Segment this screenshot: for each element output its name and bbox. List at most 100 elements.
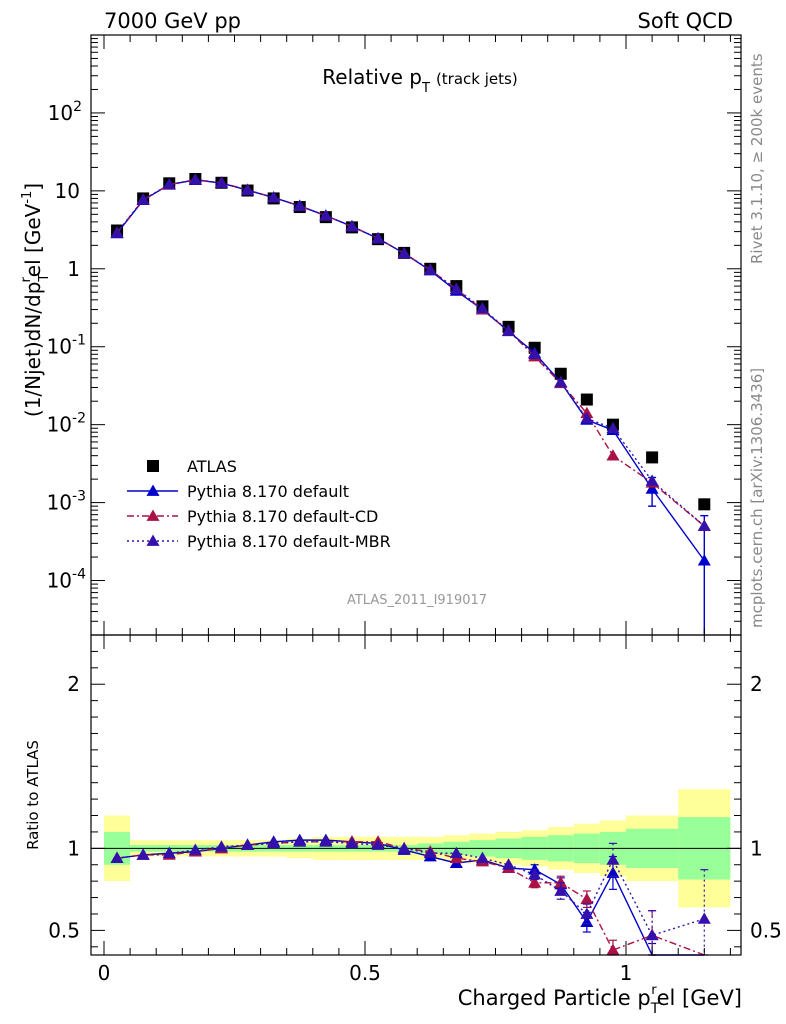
mc-point <box>136 193 150 205</box>
main-ylabel: (1/Njet)dN/dpTrel [GeV-1] <box>19 183 52 417</box>
ratio-point <box>606 853 620 865</box>
ratio-point <box>162 846 176 859</box>
header-left: 7000 GeV pp <box>104 9 241 33</box>
main-y-tick-label: 10-3 <box>47 489 86 515</box>
atlas-point <box>698 498 711 511</box>
main-plot-area <box>110 172 711 635</box>
ratio-point <box>606 943 620 955</box>
ratio-point <box>580 907 594 919</box>
main-y-tick-exp: -2 <box>72 411 86 427</box>
plot-title-suffix: (track jets) <box>436 70 518 88</box>
mc-point <box>554 375 568 388</box>
legend-label: Pythia 8.170 default <box>187 482 349 501</box>
mc-point <box>606 421 620 434</box>
ratio-point <box>502 858 516 870</box>
ratio-series-pythia-8-170-default-mbr <box>110 835 711 956</box>
ratio-y-tick-label: 2 <box>67 672 80 696</box>
ratio-point <box>214 840 228 852</box>
xlabel-sub: T <box>650 1001 660 1017</box>
ratio-y-tick-label: 0.5 <box>48 918 80 942</box>
mc-point <box>697 554 711 566</box>
ratio-point <box>136 848 150 860</box>
ylabel-sup-r: r <box>19 277 34 283</box>
main-y-tick-base: 10 <box>48 101 73 125</box>
mc-point <box>423 263 437 276</box>
atlas-point <box>646 451 659 464</box>
ratio-y-tick-label-right: 2 <box>750 672 763 696</box>
ratio-point <box>345 836 359 849</box>
atlas-point <box>580 393 593 406</box>
mc-point <box>502 324 516 336</box>
mc-point <box>110 226 124 238</box>
series-line <box>116 179 705 562</box>
legend-marker <box>146 534 160 546</box>
mc-point <box>319 209 333 221</box>
main-y-tick-label: 10-4 <box>47 567 87 593</box>
main-y-tick-exp: -4 <box>72 567 86 583</box>
ylabel-sup: -1 <box>20 191 35 204</box>
main-y-tick-label: 10-2 <box>47 411 86 437</box>
ratio-ylabel: Ratio to ATLAS <box>24 740 42 850</box>
header-right: Soft QCD <box>638 9 733 33</box>
main-y-tick-exp: -1 <box>72 333 86 349</box>
ratio-point <box>110 851 124 864</box>
x-tick-label: 1 <box>620 961 633 985</box>
analysis-watermark: ATLAS_2011_I919017 <box>347 593 487 608</box>
mc-point <box>162 177 176 190</box>
main-y-tick-label: 10-1 <box>47 333 86 359</box>
mc-point <box>475 301 489 314</box>
main-y-tick-base: 10 <box>47 569 72 593</box>
mc-point <box>293 199 307 211</box>
ratio-point <box>267 836 281 849</box>
ratio-line <box>116 841 705 956</box>
ratio-point <box>449 846 463 859</box>
ratio-point <box>554 884 568 896</box>
ratio-point <box>554 876 568 888</box>
main-y-tick-base: 10 <box>47 335 72 359</box>
ratio-point <box>475 851 489 864</box>
ratio-point <box>188 843 202 855</box>
legend-marker <box>146 509 160 521</box>
mc-point <box>345 219 359 232</box>
rivet-label: Rivet 3.1.10, ≥ 200k events <box>748 53 766 264</box>
main-y-tick-exp: -3 <box>72 489 86 505</box>
ratio-point <box>606 866 620 878</box>
mc-point <box>449 282 463 294</box>
mc-point <box>697 519 711 531</box>
main-y-tick-base: 10 <box>47 413 72 437</box>
ylabel-c: ] <box>21 183 45 191</box>
ratio-plot-area <box>91 789 741 956</box>
main-y-tick-base: 1 <box>67 257 80 281</box>
plot-title: Relative pT (track jets) <box>322 65 517 96</box>
legend-label: Pythia 8.170 default-MBR <box>187 532 391 551</box>
mc-point <box>267 191 281 203</box>
ylabel-sub: T <box>37 274 52 283</box>
ratio-y-tick-label-right: 1 <box>750 836 763 860</box>
mc-point <box>214 176 228 188</box>
ratio-y-tick-label-right: 0.5 <box>750 918 782 942</box>
legend-label: ATLAS <box>187 457 237 476</box>
main-y-tick-base: 10 <box>55 179 80 203</box>
main-y-tick-base: 10 <box>47 491 72 515</box>
xlabel-sup: r <box>651 983 657 998</box>
main-y-tick-label: 102 <box>48 99 82 125</box>
mc-point <box>645 482 659 494</box>
atlas-point <box>554 367 567 380</box>
ratio-point <box>645 928 659 941</box>
ratio-frame <box>90 634 742 956</box>
mc-point <box>188 173 202 185</box>
ratio-point <box>397 841 411 854</box>
ylabel-a: (1/Njet)dN/dp <box>21 282 45 418</box>
xlabel-suffix: el [GeV] <box>657 986 742 1010</box>
ratio-point <box>371 838 385 850</box>
ratio-point <box>293 835 307 847</box>
legend-marker-atlas <box>147 460 159 472</box>
series-pythia-8-170-default-cd <box>110 173 711 531</box>
mc-point <box>606 449 620 461</box>
ylabel-b: el [GeV <box>21 203 45 277</box>
x-tick-label: 0.5 <box>349 961 381 985</box>
ratio-panel: 0.5 0.5 1 1 2 2 0 0.5 1 Ratio to ATLAS Charged P… <box>24 634 782 1017</box>
